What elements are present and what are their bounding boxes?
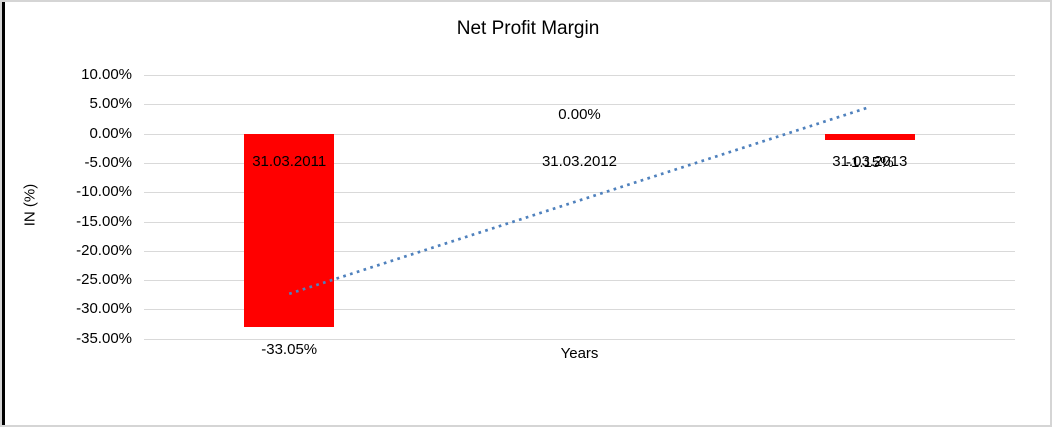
gridline — [144, 75, 1015, 76]
y-tick-label: -10.00% — [76, 183, 132, 201]
y-tick-label: -30.00% — [76, 300, 132, 318]
gridline — [144, 338, 1015, 340]
category-label: 31.03.2011 — [252, 153, 327, 170]
gridline — [144, 104, 1015, 106]
y-tick-label: 5.00% — [89, 95, 132, 113]
y-tick-label: 0.00% — [89, 124, 132, 142]
chart-title: Net Profit Margin — [456, 18, 600, 39]
data-label: 0.00% — [558, 105, 601, 123]
x-axis-title: Years — [560, 345, 599, 362]
data-label: -1.15% — [846, 154, 894, 172]
y-tick-label: 10.00% — [81, 66, 132, 83]
y-tick-label: -25.00% — [76, 271, 132, 288]
data-label: -33.05% — [261, 341, 318, 359]
left-border-strip — [2, 2, 5, 425]
y-tick-label: -15.00% — [76, 212, 132, 230]
gridline — [144, 309, 1015, 311]
category-label: 31.03.2012 — [541, 153, 618, 170]
y-tick-label: -35.00% — [76, 329, 132, 347]
y-tick-label: -5.00% — [84, 153, 132, 171]
y-tick-label: -20.00% — [76, 241, 132, 259]
bar — [824, 133, 915, 141]
